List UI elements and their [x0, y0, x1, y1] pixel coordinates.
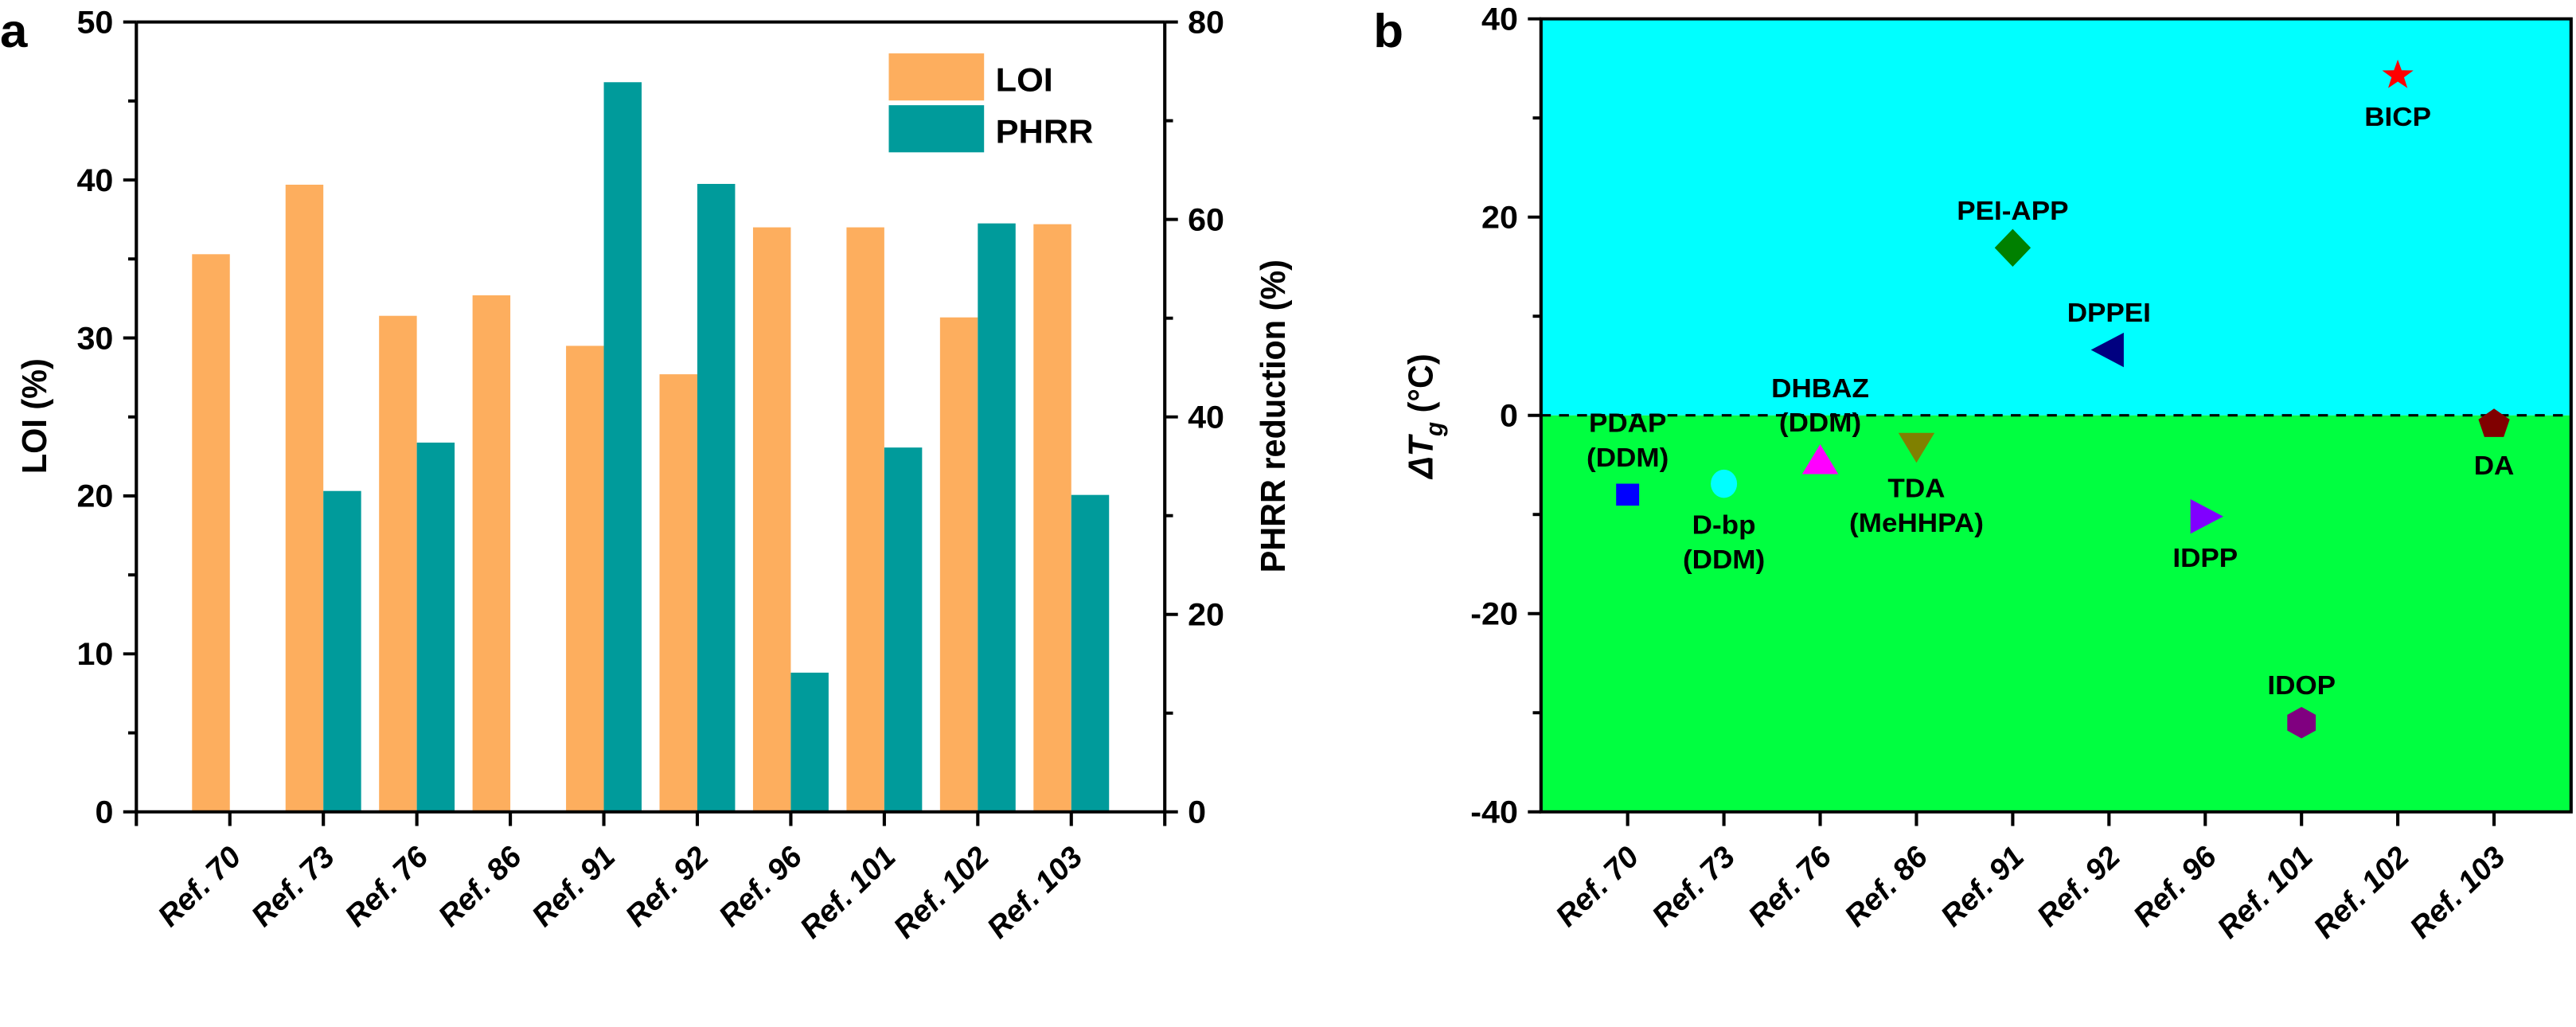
x-tick-label: Ref. 101 — [793, 840, 902, 944]
y-tick-label: 0 — [1500, 397, 1518, 433]
bar-loi — [472, 295, 511, 812]
marker-triangle-right — [2190, 499, 2223, 534]
y2-axis-title-phrr: PHRR reduction (%) — [1254, 260, 1292, 572]
point-label: BICP — [2364, 102, 2431, 131]
g-subscript: g — [1421, 422, 1448, 437]
y2-tick-label: 20 — [1188, 596, 1224, 632]
bar-phrr — [790, 672, 829, 812]
panel-label-a: a — [0, 4, 29, 57]
bar-phrr — [323, 490, 361, 812]
bar-phrr — [884, 447, 923, 812]
point-label: IDPP — [2172, 544, 2238, 573]
point-label: PDAP — [1589, 408, 1666, 438]
marker-triangle-up — [1801, 444, 1839, 474]
bar-loi — [939, 317, 978, 812]
marker-triangle-down — [1898, 432, 1935, 463]
point-label: DPPEI — [2067, 299, 2151, 328]
x-tick-label: Ref. 92 — [619, 840, 716, 933]
bar-loi — [752, 227, 791, 812]
bar-loi — [285, 184, 324, 812]
y2-tick-label: 0 — [1188, 794, 1206, 830]
y-tick-label: 40 — [76, 162, 113, 198]
y-tick-label: 10 — [76, 636, 113, 672]
delta-symbol: Δ — [1402, 456, 1440, 480]
point-label: D-bp — [1692, 510, 1756, 540]
point-label: TDA — [1887, 474, 1945, 503]
y-tick-label: 20 — [1481, 199, 1518, 235]
x-tick-label: Ref. 102 — [2307, 840, 2416, 944]
panel-label-b: b — [1373, 4, 1403, 57]
y2-tick-label: 60 — [1188, 201, 1224, 237]
bar-phrr — [1071, 494, 1110, 812]
point-label: IDOP — [2267, 671, 2336, 701]
x-tick-label: Ref. 70 — [151, 840, 248, 933]
point-label: (MeHHPA) — [1849, 509, 1984, 538]
bar-loi — [566, 346, 604, 812]
x-tick-label: Ref. 86 — [1837, 840, 1934, 933]
legend-swatch-phrr — [888, 105, 985, 153]
unit: (°C) — [1402, 353, 1440, 422]
y-tick-label: 30 — [76, 320, 113, 356]
y-tick-label: 40 — [1481, 1, 1518, 37]
marker-star — [2382, 59, 2414, 88]
x-tick-label: Ref. 102 — [887, 840, 996, 944]
scatter-points: PDAP (DDM) D-bp (DDM) DHBAZ (DDM) TDA (MeHHPA) P… — [1587, 59, 2515, 739]
x-tick-label: Ref. 92 — [2030, 840, 2127, 933]
bar-group — [192, 82, 1110, 812]
point-label: DHBAZ — [1771, 374, 1869, 404]
legend-label-phrr: PHRR — [996, 113, 1094, 150]
x-tick-label: Ref. 76 — [1742, 840, 1839, 933]
bar-phrr — [416, 442, 455, 812]
positive-region — [1540, 18, 2571, 416]
x-tick-label: Ref. 91 — [525, 840, 623, 933]
negative-region — [1540, 415, 2571, 812]
y-tick-label: -40 — [1470, 794, 1518, 830]
x-tick-label: Ref. 73 — [1645, 840, 1743, 933]
bar-phrr — [697, 184, 736, 812]
t-symbol: T — [1402, 434, 1440, 456]
x-tick-label: Ref. 101 — [2211, 840, 2320, 944]
marker-triangle-left — [2090, 332, 2124, 368]
point-label: (DDM) — [1587, 443, 1669, 473]
legend-label-loi: LOI — [996, 61, 1053, 98]
marker-hexagon — [2287, 706, 2316, 739]
x-tick-label: Ref. 70 — [1549, 840, 1646, 933]
y-tick-label: 50 — [76, 4, 113, 40]
bar-phrr — [978, 223, 1016, 812]
point-label: (DDM) — [1683, 545, 1765, 575]
point-label: DA — [2474, 451, 2515, 481]
point-label: PEI-APP — [1957, 196, 2068, 225]
x-tick-label: Ref. 91 — [1934, 840, 2031, 933]
x-tick-label: Ref. 86 — [431, 840, 529, 933]
x-tick-label: Ref. 103 — [980, 840, 1089, 944]
y-tick-label: -20 — [1470, 596, 1518, 631]
bar-loi — [1033, 224, 1071, 812]
marker-diamond — [1994, 228, 2032, 267]
marker-pentagon — [2478, 408, 2510, 437]
point-label: (DDM) — [1779, 408, 1861, 438]
marker-circle — [1711, 469, 1738, 498]
background-regions — [1540, 18, 2571, 812]
marker-square — [1616, 483, 1640, 506]
bar-loi — [659, 374, 697, 812]
x-tick-label: Ref. 96 — [2126, 840, 2223, 933]
legend: LOI PHRR — [888, 53, 1094, 153]
bar-loi — [379, 315, 417, 812]
y2-tick-label: 80 — [1188, 4, 1224, 40]
y2-tick-label: 40 — [1188, 399, 1224, 435]
y-axis-title-loi: LOI (%) — [15, 358, 53, 474]
x-tick-label: Ref. 103 — [2403, 840, 2512, 944]
x-tick-label: Ref. 73 — [244, 840, 342, 933]
legend-swatch-loi — [888, 53, 985, 101]
bar-loi — [846, 227, 884, 812]
y-tick-label: 0 — [95, 794, 113, 830]
bar-loi — [192, 254, 230, 812]
bar-phrr — [603, 82, 642, 812]
y-axis-title-delta-tg: ΔTg (°C) — [1402, 353, 1448, 480]
y-tick-label: 20 — [76, 478, 113, 514]
x-tick-label: Ref. 76 — [338, 840, 435, 933]
